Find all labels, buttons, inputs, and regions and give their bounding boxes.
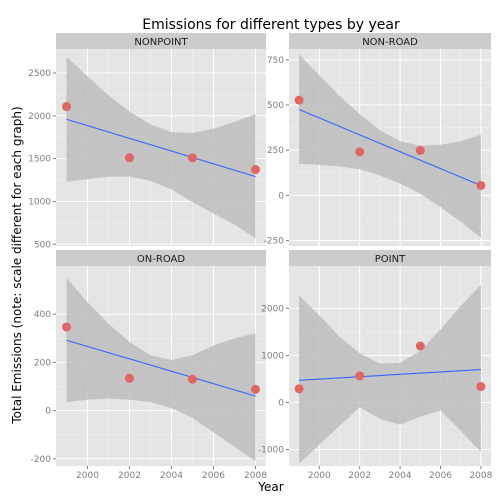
data-point (125, 373, 134, 383)
regression-line (66, 118, 256, 178)
x-tick-label: 2000 (76, 471, 99, 481)
x-tick-label: 2004 (160, 471, 183, 481)
x-tick-label: 2000 (308, 471, 331, 481)
x-tick-label: 2002 (348, 471, 371, 481)
regression-line (299, 368, 481, 381)
y-tick-label: 1000 (28, 197, 51, 207)
facet-panels: NONPOINT5001000150020002500NON-ROAD-2500… (28, 33, 493, 481)
confidence-band (299, 284, 481, 464)
data-point (294, 95, 304, 105)
x-tick-label: 2002 (118, 471, 141, 481)
facet-panel-nonpoint: NONPOINT 500 1000 1500 2000 2500 (28, 33, 266, 250)
y-tick-label: 500 (34, 240, 51, 250)
x-tick-label: 2006 (202, 471, 225, 481)
y-tick-label: 2000 (28, 112, 51, 122)
facet-panel-point: POINT -1000 0 1000 2000 2000 2002 2004 2006 2008 (258, 250, 493, 481)
y-tick-label: 2500 (28, 69, 51, 79)
facet-strip (56, 250, 266, 266)
y-tick-label: 0 (278, 398, 284, 408)
y-tick-label: 750 (267, 56, 284, 66)
facet-strip-label: NONPOINT (134, 37, 188, 48)
x-tick-label: 2004 (389, 471, 412, 481)
data-point (62, 102, 71, 112)
y-tick-label: 250 (267, 146, 284, 156)
x-tick-label: 2006 (429, 471, 452, 481)
facet-panel-on-road: ON-ROAD -200 0 200 400 2000 2002 2004 2006 2008 (31, 250, 267, 481)
x-tick-label: 2008 (244, 471, 267, 481)
data-point (188, 374, 197, 384)
data-point (415, 341, 425, 351)
x-axis-title: Year (257, 480, 283, 494)
data-point (62, 322, 71, 332)
y-tick-label: 500 (267, 101, 284, 111)
facet-strip-label: ON-ROAD (137, 254, 185, 265)
data-point (251, 384, 260, 394)
data-point (125, 153, 134, 163)
y-tick-label: -1000 (258, 446, 284, 456)
confidence-band (66, 278, 256, 462)
facet-strip-label: POINT (375, 254, 406, 265)
data-point (294, 384, 304, 394)
y-tick-label: 200 (34, 358, 51, 368)
y-tick-label: 400 (34, 310, 51, 320)
y-tick-label: 1500 (28, 155, 51, 165)
y-tick-label: -200 (31, 455, 52, 465)
facet-strip (56, 33, 266, 49)
data-point (355, 147, 365, 157)
confidence-band (299, 54, 481, 238)
x-tick-label: 2008 (469, 471, 492, 481)
facet-strip (289, 33, 491, 49)
facet-strip-label: NON-ROAD (362, 37, 418, 48)
chart-title: Emissions for different types by year (142, 17, 400, 33)
data-point (415, 145, 425, 155)
data-point (355, 371, 365, 381)
data-point (188, 153, 197, 163)
data-point (476, 382, 486, 392)
regression-line (66, 339, 256, 397)
y-tick-label: 0 (45, 407, 51, 417)
y-axis-title: Total Emissions (note: scale different f… (10, 106, 24, 424)
y-tick-label: 1000 (261, 351, 284, 361)
y-tick-label: -250 (264, 237, 285, 247)
y-tick-label: 2000 (261, 304, 284, 314)
facet-strip (289, 250, 491, 266)
y-tick-label: 0 (278, 191, 284, 201)
facet-panel-non-road: NON-ROAD -250 0 250 500 750 (264, 33, 491, 247)
data-point (476, 180, 486, 190)
regression-line (298, 109, 482, 186)
data-point (251, 165, 260, 175)
